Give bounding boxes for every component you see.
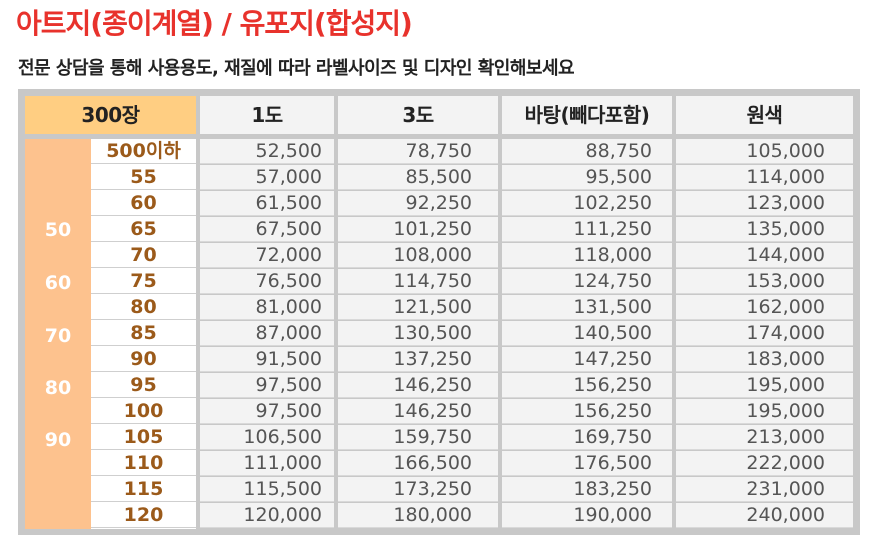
row-quantity: 85 — [91, 321, 196, 346]
row-quantity: 120 — [91, 503, 196, 528]
column-header-background: 바탕(빼다포함) — [502, 96, 672, 134]
price-cell-c1: 67,500 — [200, 217, 334, 242]
price-cell-bg: 131,500 — [502, 295, 672, 320]
price-cell-c3: 108,000 — [338, 243, 498, 268]
price-cell-c1: 52,500 — [200, 139, 334, 164]
price-cell-full: 105,000 — [676, 139, 853, 164]
price-cell-full: 153,000 — [676, 269, 853, 294]
price-cell-full: 213,000 — [676, 425, 853, 450]
price-cell-bg: 140,500 — [502, 321, 672, 346]
price-cell-full: 123,000 — [676, 191, 853, 216]
price-cell-full: 183,000 — [676, 347, 853, 372]
price-cell-full: 222,000 — [676, 451, 853, 476]
price-cell-c1: 81,000 — [200, 295, 334, 320]
price-cell-full: 231,000 — [676, 477, 853, 502]
row-quantity: 110 — [91, 451, 196, 476]
price-cell-c1: 57,000 — [200, 165, 334, 190]
price-cell-bg: 156,250 — [502, 373, 672, 398]
row-quantity: 115 — [91, 477, 196, 502]
price-cell-bg: 169,750 — [502, 425, 672, 450]
price-cell-bg: 111,250 — [502, 217, 672, 242]
quantity-column — [91, 139, 196, 529]
price-cell-c3: 78,750 — [338, 139, 498, 164]
price-cell-full: 114,000 — [676, 165, 853, 190]
price-cell-c1: 72,000 — [200, 243, 334, 268]
price-cell-c1: 91,500 — [200, 347, 334, 372]
width-label: 90 — [44, 429, 72, 451]
width-label: 50 — [44, 219, 72, 241]
width-label: 80 — [44, 377, 72, 399]
column-header-1-color: 1도 — [200, 96, 334, 134]
price-cell-c1: 76,500 — [200, 269, 334, 294]
price-cell-full: 195,000 — [676, 399, 853, 424]
row-quantity: 100 — [91, 399, 196, 424]
price-cell-c3: 137,250 — [338, 347, 498, 372]
column-header-full-color: 원색 — [676, 96, 853, 134]
price-cell-bg: 88,750 — [502, 139, 672, 164]
price-cell-c1: 115,500 — [200, 477, 334, 502]
price-cell-c3: 92,250 — [338, 191, 498, 216]
price-cell-bg: 118,000 — [502, 243, 672, 268]
column-header-quantity: 300장 — [25, 96, 196, 134]
price-cell-c3: 114,750 — [338, 269, 498, 294]
price-cell-c1: 120,000 — [200, 503, 334, 528]
price-cell-c3: 146,250 — [338, 373, 498, 398]
price-cell-c3: 130,500 — [338, 321, 498, 346]
price-cell-full: 174,000 — [676, 321, 853, 346]
price-cell-c1: 87,000 — [200, 321, 334, 346]
price-cell-bg: 156,250 — [502, 399, 672, 424]
page-title: 아트지(종이계열) / 유포지(합성지) — [16, 7, 413, 40]
price-cell-c3: 101,250 — [338, 217, 498, 242]
row-quantity: 55 — [91, 165, 196, 190]
price-table: 300장 1도 3도 바탕(빼다포함) 원색 500이하 52,500 78,750… — [18, 89, 860, 535]
price-cell-c3: 121,500 — [338, 295, 498, 320]
price-cell-c3: 159,750 — [338, 425, 498, 450]
price-cell-bg: 95,500 — [502, 165, 672, 190]
price-cell-bg: 176,500 — [502, 451, 672, 476]
price-cell-c1: 97,500 — [200, 399, 334, 424]
price-cell-bg: 102,250 — [502, 191, 672, 216]
price-cell-full: 195,000 — [676, 373, 853, 398]
price-cell-full: 240,000 — [676, 503, 853, 528]
price-cell-c1: 106,500 — [200, 425, 334, 450]
row-quantity: 60 — [91, 191, 196, 216]
price-cell-c3: 85,500 — [338, 165, 498, 190]
price-cell-full: 162,000 — [676, 295, 853, 320]
price-cell-bg: 147,250 — [502, 347, 672, 372]
price-cell-c3: 166,500 — [338, 451, 498, 476]
price-cell-bg: 183,250 — [502, 477, 672, 502]
price-cell-bg: 190,000 — [502, 503, 672, 528]
price-cell-c1: 97,500 — [200, 373, 334, 398]
price-cell-c1: 61,500 — [200, 191, 334, 216]
price-cell-full: 135,000 — [676, 217, 853, 242]
row-quantity: 80 — [91, 295, 196, 320]
page-subtitle: 전문 상담을 통해 사용용도, 재질에 따라 라벨사이즈 및 디자인 확인해보세… — [18, 58, 575, 79]
row-quantity: 70 — [91, 243, 196, 268]
row-quantity: 65 — [91, 217, 196, 242]
row-quantity: 95 — [91, 373, 196, 398]
width-label: 60 — [44, 272, 72, 294]
row-quantity: 90 — [91, 347, 196, 372]
row-quantity: 105 — [91, 425, 196, 450]
row-quantity: 75 — [91, 269, 196, 294]
row-quantity: 500이하 — [91, 139, 196, 164]
price-cell-full: 144,000 — [676, 243, 853, 268]
width-label-column — [25, 139, 91, 529]
price-cell-c3: 173,250 — [338, 477, 498, 502]
width-label: 70 — [44, 325, 72, 347]
price-cell-c3: 146,250 — [338, 399, 498, 424]
price-cell-c3: 180,000 — [338, 503, 498, 528]
price-cell-c1: 111,000 — [200, 451, 334, 476]
column-header-3-color: 3도 — [338, 96, 498, 134]
price-cell-bg: 124,750 — [502, 269, 672, 294]
